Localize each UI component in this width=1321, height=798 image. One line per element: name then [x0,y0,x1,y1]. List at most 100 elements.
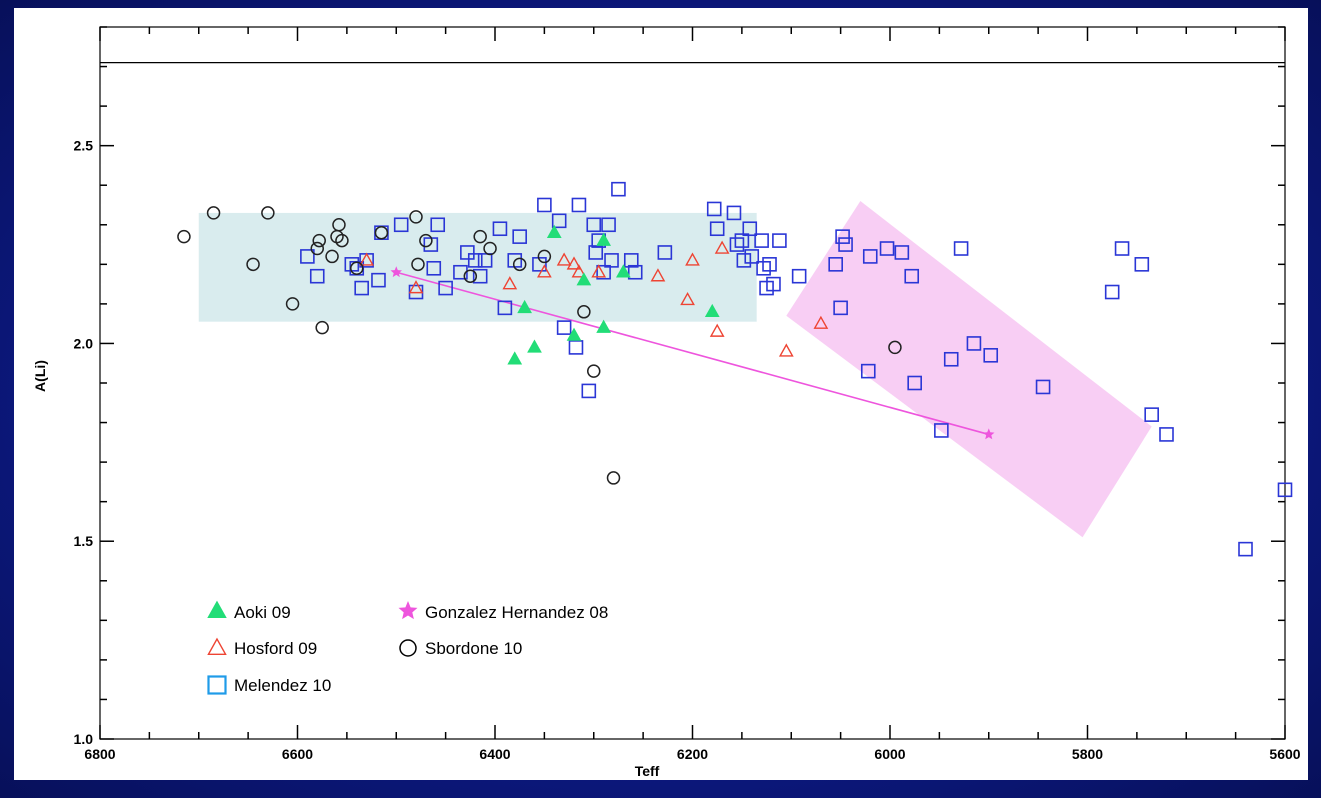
melendez-point [426,260,442,276]
melendez-point [744,249,760,264]
melendez-point [611,181,626,197]
melendez-point [1134,257,1150,272]
sbordone-point [325,249,339,264]
axes [99,26,1286,740]
melendez-point [1035,379,1051,395]
melendez-point [601,217,616,233]
y-tick-label: 1.0 [74,731,94,747]
melendez-point [1238,541,1253,557]
melendez-point [467,253,483,268]
x-axis-title: Teff [635,763,660,779]
melendez-point [532,257,547,272]
hosford-point [685,252,700,266]
sbordone-point [888,340,902,355]
hosford-point [408,280,424,294]
melendez-point [477,253,493,268]
melendez-point [604,253,619,268]
melendez-point [586,217,602,233]
hosford-point [714,240,730,254]
legend-marker-sbordone [399,639,417,657]
aoki-point [704,303,720,318]
legend-marker-aoki [207,600,227,618]
melendez-point [430,217,446,233]
legend-label-hosford: Hosford 09 [234,639,317,658]
sbordone-point [261,206,275,220]
aoki-point [507,351,523,365]
sbordone-point [463,269,478,283]
sbordone-point [409,210,423,224]
x-tick-label: 6800 [84,746,115,762]
aoki-point [546,224,562,238]
melendez-point [492,221,508,237]
aoki-point [596,232,611,246]
melendez-point [762,257,777,272]
aoki-point [527,339,542,353]
melendez-point [568,340,584,355]
legend-melendez-symbol [207,675,227,695]
melendez-point [393,217,409,233]
y-axis-title: A(Li) [32,360,48,392]
x-tick-label: 6400 [479,746,510,762]
melendez-point [1144,407,1159,422]
hosford-point [813,315,829,329]
melendez-point [907,375,922,391]
sbordone-point [335,233,349,248]
hosford-point [709,323,725,337]
melendez-point [596,264,611,280]
sbordone-point [350,261,364,276]
aoki-point [576,272,592,286]
melendez-point [983,348,999,363]
melendez-point [766,276,781,292]
hosford-point [571,264,587,278]
melendez-point [1159,427,1174,442]
legend-label-sbordone: Sbordone 10 [425,639,522,658]
sbordone-point [606,471,621,485]
melendez-point [371,272,386,288]
x-tick-label: 5600 [1269,746,1300,762]
melendez-point [934,423,949,438]
melendez-point [1114,241,1130,256]
legend-gonzalez-symbol [398,601,418,620]
melendez-point [627,264,643,280]
sbordone-point [512,257,527,272]
sbordone-point [411,257,425,272]
gonzalez-point [390,266,402,278]
melendez-point [706,201,722,217]
aoki-point [566,327,582,341]
hosford-point [778,343,794,357]
melendez-point [657,245,673,260]
melendez-point [581,383,597,399]
legend-marker-hosford [207,637,227,655]
chart-panel: 6800 6600 6400 6200 6000 5800 5600 1.0 1.5 2.0 2.5… [14,8,1308,780]
legend-hosford-symbol [207,637,227,655]
x-tick-label: 5800 [1072,746,1103,762]
melendez-point [571,197,587,213]
melendez-point [1104,284,1120,300]
melendez-point [729,237,745,252]
x-tick-label: 6000 [874,746,905,762]
sbordone-point [473,229,487,244]
melendez-point [512,229,527,244]
gonzalez-trend-line-group [396,271,989,436]
hosford-point [680,291,695,306]
y-tick-label: 2.0 [74,335,94,351]
legend-marker-melendez [207,675,227,695]
sbordone-point [285,297,300,311]
melendez-point [966,336,982,351]
sbordone-point [177,229,191,244]
melendez-point [904,268,920,284]
legend-sbordone-symbol [399,639,417,657]
melendez-point [623,253,639,268]
gonzalez-point [983,428,995,440]
sbordone-point [483,241,497,256]
melendez-point [736,253,752,268]
melendez-point [742,221,758,237]
melendez-point [438,280,453,296]
melendez-point [726,205,742,221]
scatter-chart: 6800 6600 6400 6200 6000 5800 5600 1.0 1.5 2.0 2.5… [32,26,1301,779]
sbordone-point [587,364,601,378]
melendez-point [537,197,552,213]
melendez-point [551,213,567,229]
melendez-point [300,249,315,264]
sbordone-point [246,257,260,272]
